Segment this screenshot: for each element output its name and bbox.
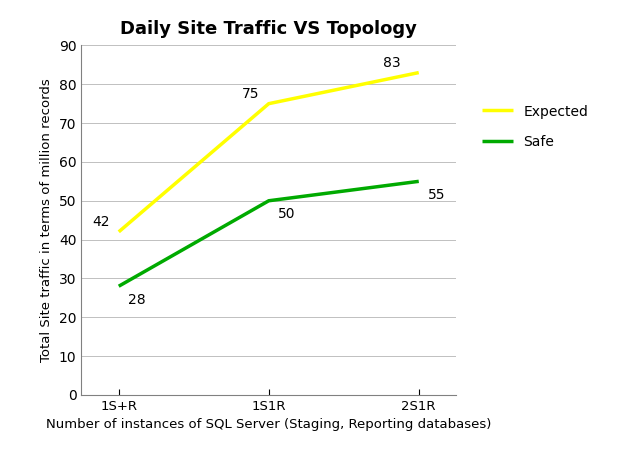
X-axis label: Number of instances of SQL Server (Staging, Reporting databases): Number of instances of SQL Server (Stagi…	[46, 419, 491, 431]
Safe	[265, 198, 272, 203]
Y-axis label: Total Site traffic in terms of million records: Total Site traffic in terms of million r…	[40, 78, 53, 362]
Text: 50: 50	[278, 207, 295, 221]
Safe	[415, 178, 422, 184]
Title: Daily Site Traffic VS Topology: Daily Site Traffic VS Topology	[120, 20, 418, 38]
Line: Expected: Expected	[119, 73, 419, 232]
Line: Safe: Safe	[119, 181, 419, 286]
Expected	[115, 229, 122, 235]
Expected	[415, 70, 422, 75]
Safe	[115, 283, 122, 289]
Text: 28: 28	[127, 293, 146, 307]
Legend: Expected, Safe: Expected, Safe	[482, 105, 589, 149]
Text: 42: 42	[92, 215, 110, 229]
Text: 55: 55	[428, 188, 445, 202]
Text: 83: 83	[383, 56, 401, 70]
Expected	[265, 101, 272, 106]
Text: 75: 75	[242, 87, 260, 101]
